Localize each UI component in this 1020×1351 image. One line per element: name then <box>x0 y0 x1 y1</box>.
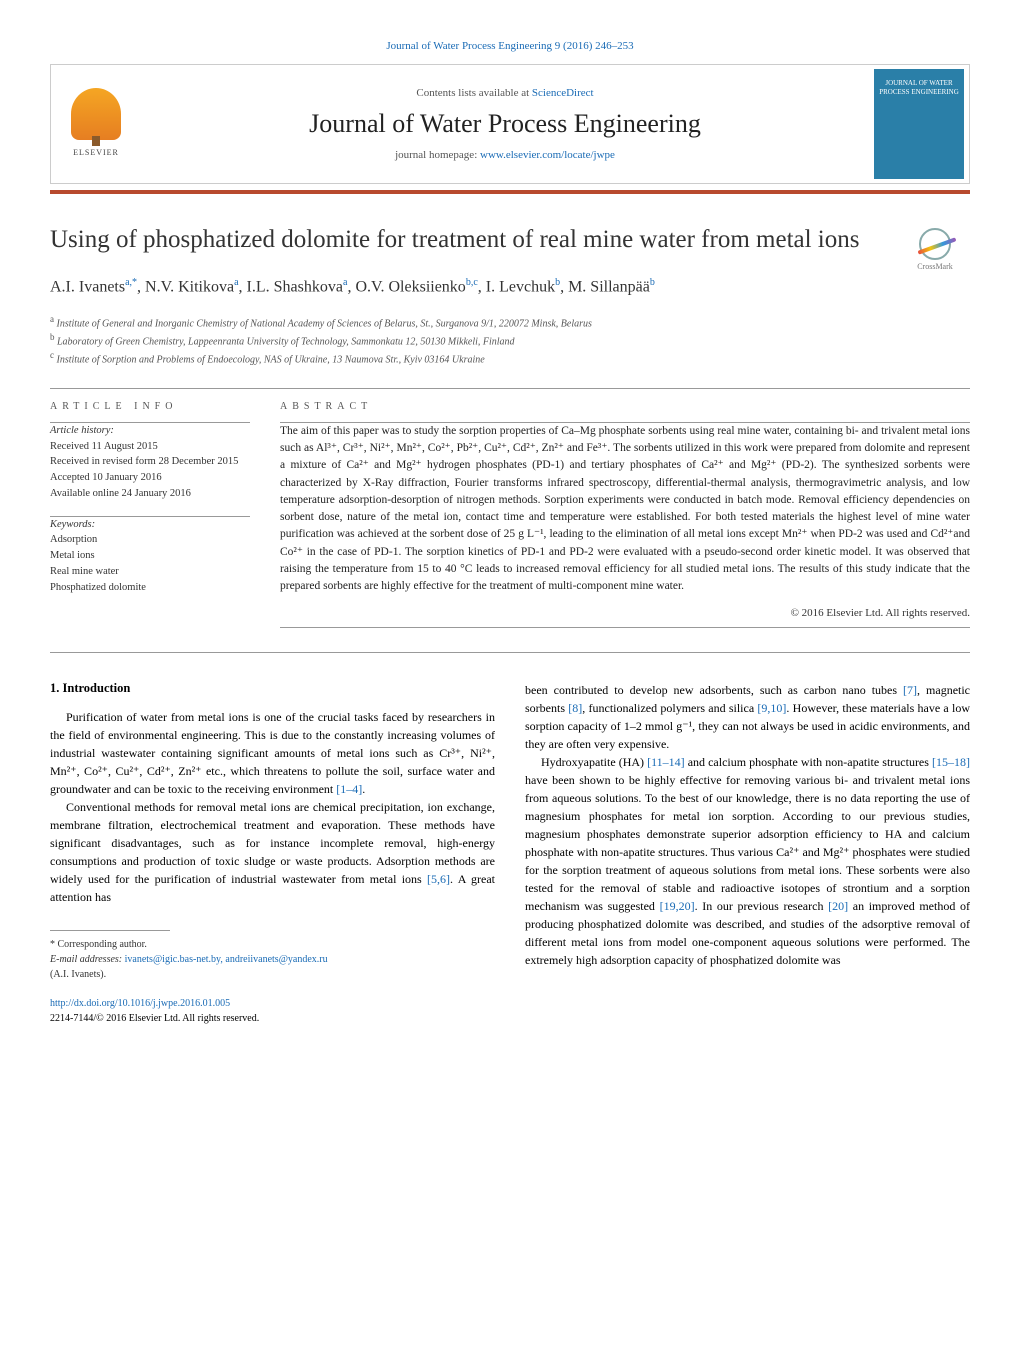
corresponding-author-note: * Corresponding author. <box>50 937 495 952</box>
cover-title-text: JOURNAL OF WATER PROCESS ENGINEERING <box>874 79 964 97</box>
affiliation-line: b Laboratory of Green Chemistry, Lappeen… <box>50 331 970 349</box>
body-top-divider <box>50 652 970 653</box>
keyword-line: Adsorption <box>50 532 250 548</box>
body-paragraph: Purification of water from metal ions is… <box>50 708 495 798</box>
contents-prefix: Contents lists available at <box>416 87 531 99</box>
homepage-line: journal homepage: www.elsevier.com/locat… <box>141 149 869 161</box>
publisher-logo-box: ELSEVIER <box>51 80 141 168</box>
running-head-citation: Journal of Water Process Engineering 9 (… <box>50 40 970 52</box>
citation-link[interactable]: [11–14] <box>647 755 685 769</box>
abstract-label: ABSTRACT <box>280 401 970 412</box>
affiliation-line: a Institute of General and Inorganic Che… <box>50 313 970 331</box>
body-paragraph: been contributed to develop new adsorben… <box>525 681 970 753</box>
doi-block: http://dx.doi.org/10.1016/j.jwpe.2016.01… <box>50 996 495 1026</box>
keyword-line: Phosphatized dolomite <box>50 580 250 596</box>
journal-homepage-link[interactable]: www.elsevier.com/locate/jwpe <box>480 149 615 161</box>
keywords-heading: Keywords: <box>50 517 250 533</box>
history-line: Received in revised form 28 December 201… <box>50 454 250 470</box>
sciencedirect-link[interactable]: ScienceDirect <box>532 87 594 99</box>
article-title: Using of phosphatized dolomite for treat… <box>50 224 880 257</box>
body-paragraph: Hydroxyapatite (HA) [11–14] and calcium … <box>525 753 970 969</box>
history-line: Received 11 August 2015 <box>50 439 250 455</box>
masthead-red-bar <box>50 190 970 194</box>
masthead-center: Contents lists available at ScienceDirec… <box>141 77 869 171</box>
issn-copyright: 2214-7144/© 2016 Elsevier Ltd. All right… <box>50 1011 495 1026</box>
email-label: E-mail addresses: <box>50 954 125 965</box>
homepage-prefix: journal homepage: <box>395 149 480 161</box>
doi-link[interactable]: http://dx.doi.org/10.1016/j.jwpe.2016.01… <box>50 998 230 1009</box>
body-paragraph: Conventional methods for removal metal i… <box>50 798 495 906</box>
footnote-divider <box>50 930 170 931</box>
citation-link[interactable]: [1–4] <box>336 782 362 796</box>
affiliation-line: c Institute of Sorption and Problems of … <box>50 349 970 367</box>
keyword-line: Metal ions <box>50 548 250 564</box>
crossmark-label: CrossMark <box>917 262 953 271</box>
section-heading-intro: 1. Introduction <box>50 681 495 696</box>
footnotes-block: * Corresponding author. E-mail addresses… <box>50 937 495 982</box>
citation-link[interactable]: [5,6] <box>427 872 450 886</box>
section-divider <box>50 388 970 389</box>
history-line: Available online 24 January 2016 <box>50 486 250 502</box>
keyword-line: Real mine water <box>50 564 250 580</box>
article-history: Article history: Received 11 August 2015… <box>50 423 250 502</box>
citation-link[interactable]: [19,20] <box>660 899 695 913</box>
elsevier-logo: ELSEVIER <box>65 88 127 160</box>
abstract-bottom-divider <box>280 627 970 628</box>
elsevier-tree-icon <box>71 88 121 140</box>
crossmark-icon <box>919 228 951 260</box>
elsevier-wordmark: ELSEVIER <box>73 148 119 157</box>
article-info-label: ARTICLE INFO <box>50 401 250 412</box>
citation-link[interactable]: [7] <box>903 683 917 697</box>
abstract-text: The aim of this paper was to study the s… <box>280 423 970 596</box>
email-owner: (A.I. Ivanets). <box>50 967 495 982</box>
email-line: E-mail addresses: ivanets@igic.bas-net.b… <box>50 952 495 967</box>
author-email-link[interactable]: ivanets@igic.bas-net.by, andreiivanets@y… <box>125 954 328 965</box>
journal-cover-thumbnail: JOURNAL OF WATER PROCESS ENGINEERING <box>874 69 964 179</box>
abstract-column: ABSTRACT The aim of this paper was to st… <box>280 401 970 629</box>
journal-masthead: ELSEVIER Contents lists available at Sci… <box>50 64 970 184</box>
history-line: Accepted 10 January 2016 <box>50 470 250 486</box>
citation-link[interactable]: [9,10] <box>757 701 786 715</box>
history-heading: Article history: <box>50 423 250 439</box>
two-column-body: 1. Introduction Purification of water fr… <box>50 681 970 1026</box>
right-column: been contributed to develop new adsorben… <box>525 681 970 1026</box>
contents-line: Contents lists available at ScienceDirec… <box>141 87 869 99</box>
abstract-copyright: © 2016 Elsevier Ltd. All rights reserved… <box>280 607 970 619</box>
author-list: A.I. Ivanetsa,*, N.V. Kitikovaa, I.L. Sh… <box>50 275 970 299</box>
left-column: 1. Introduction Purification of water fr… <box>50 681 495 1026</box>
keywords-block: Keywords: AdsorptionMetal ionsReal mine … <box>50 517 250 596</box>
crossmark-badge[interactable]: CrossMark <box>900 228 970 271</box>
citation-link[interactable]: [15–18] <box>932 755 970 769</box>
article-info-column: ARTICLE INFO Article history: Received 1… <box>50 401 250 629</box>
affiliations-block: a Institute of General and Inorganic Che… <box>50 313 970 368</box>
citation-link[interactable]: [20] <box>828 899 848 913</box>
citation-link[interactable]: [8] <box>568 701 582 715</box>
journal-name: Journal of Water Process Engineering <box>141 109 869 139</box>
